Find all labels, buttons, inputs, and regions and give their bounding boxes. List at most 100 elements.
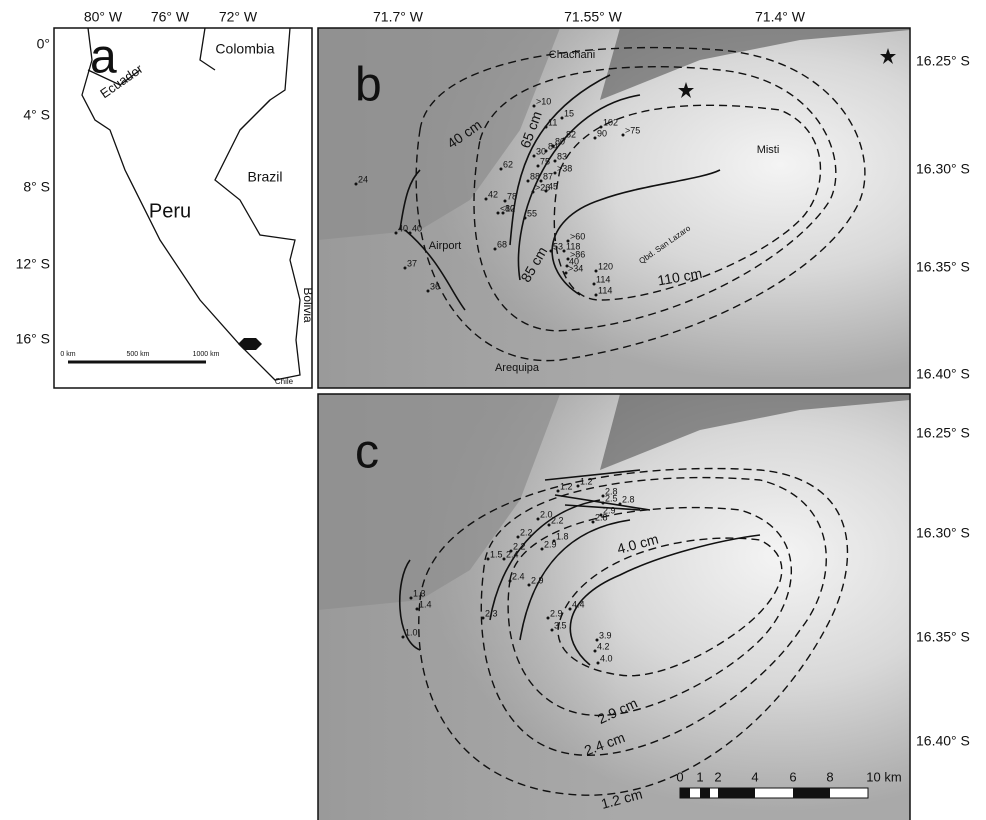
sample-label: 68 — [497, 239, 507, 249]
sample-label: 3.5 — [554, 620, 567, 630]
scale-label: 4 — [751, 769, 758, 784]
lat-label: 16.30° S — [916, 525, 970, 541]
panel-b: b Chachani Misti Airport Arequipa Qbd. S… — [318, 28, 910, 388]
sample-label: 15 — [564, 108, 574, 118]
sample-label: 2.9 — [550, 608, 563, 618]
sample-label: 82 — [566, 129, 576, 139]
lat-label: 16° S — [16, 331, 50, 347]
sample-label: 37 — [407, 258, 417, 268]
place: Chachani — [549, 49, 595, 61]
sample-label: 2.5 — [605, 493, 618, 503]
sample-label: 88 — [530, 171, 540, 181]
scale-label: 6 — [789, 769, 796, 784]
scale-label: 8 — [826, 769, 833, 784]
sample-label: >38 — [557, 163, 572, 173]
place: Misti — [757, 144, 780, 156]
sample-label: 45 — [548, 181, 558, 191]
sample-label: 1.2 — [580, 476, 593, 486]
sample-label: 90 — [597, 128, 607, 138]
lat-label: 12° S — [16, 256, 50, 272]
lon-label: 72° W — [219, 9, 258, 25]
lat-label: 4° S — [23, 107, 50, 123]
country: Bolivia — [301, 287, 315, 323]
sample-label: 1.2 — [560, 481, 573, 491]
sample-label: 2.2 — [551, 515, 564, 525]
scale-label: 0 — [676, 769, 683, 784]
sample-label: 80 — [505, 203, 515, 213]
sample-label: 2.8 — [622, 494, 635, 504]
sample-label: 40 — [398, 223, 408, 233]
lat-label: 16.40° S — [916, 366, 970, 382]
sample-label: 1.5 — [490, 549, 503, 559]
sample-label: 78 — [507, 191, 517, 201]
lon-label: 71.4° W — [755, 9, 806, 25]
sample-label: 2.2 — [520, 527, 533, 537]
sample-label: >34 — [568, 263, 583, 273]
scale-label: 2 — [714, 769, 721, 784]
sample-label: 40 — [412, 223, 422, 233]
sample-label: 84 — [548, 141, 558, 151]
scale-bar — [680, 788, 868, 798]
sample-label: 75 — [540, 156, 550, 166]
sample-label: 1.0 — [405, 627, 418, 637]
sample-label: 62 — [503, 159, 513, 169]
sample-label: 55 — [527, 208, 537, 218]
sample-label: >60 — [570, 231, 585, 241]
sample-label: 4.4 — [572, 599, 585, 609]
sample-label: 2.4 — [506, 549, 519, 559]
country: Peru — [149, 200, 191, 222]
lat-label: 16.25° S — [916, 425, 970, 441]
lat-label: 16.25° S — [916, 53, 970, 69]
sample-label: 1.8 — [556, 531, 569, 541]
scale-label: 500 km — [127, 351, 150, 358]
lon-label: 80° W — [84, 9, 123, 25]
sample-label: 2.9 — [531, 575, 544, 585]
figure: a 80° W 76° W 72° W 0° 4° S 8° S 12° S 1… — [0, 0, 986, 820]
sample-label: 4.2 — [597, 641, 610, 651]
sample-label: 3.9 — [599, 630, 612, 640]
sample-label: 1.3 — [413, 588, 426, 598]
sample-label: 2.3 — [485, 608, 498, 618]
sample-label: 11 — [548, 117, 557, 127]
sample-label: 120 — [598, 261, 613, 271]
panel-letter: b — [355, 59, 382, 112]
sample-label: 36 — [430, 281, 440, 291]
lat-label: 0° — [37, 36, 50, 52]
sample-label: 4.0 — [600, 653, 613, 663]
lat-label: 16.35° S — [916, 629, 970, 645]
lat-label: 16.30° S — [916, 161, 970, 177]
sample-label: 102 — [603, 117, 618, 127]
sample-label: 1.4 — [419, 599, 432, 609]
country: Chile — [275, 377, 294, 386]
lon-label: 71.7° W — [373, 9, 424, 25]
sample-label: 2.9 — [544, 539, 557, 549]
sample-label: >10 — [536, 96, 551, 106]
lat-label: 8° S — [23, 179, 50, 195]
sample-label: >75 — [625, 125, 640, 135]
panel-c: c 4.0 cm 2.9 cm 2.4 cm 1.2 cm 0 1 2 4 6 … — [318, 394, 910, 820]
scale-label: 1 — [696, 769, 703, 784]
panel-letter: c — [355, 426, 379, 479]
panel-letter: a — [90, 31, 117, 84]
sample-label: 42 — [488, 189, 498, 199]
scale-label: 10 km — [866, 769, 901, 784]
sample-label: 87 — [543, 171, 553, 181]
sample-label: 114 — [596, 274, 610, 284]
country: Colombia — [215, 41, 274, 57]
sample-label: 30 — [536, 146, 546, 156]
place: Arequipa — [495, 362, 540, 374]
lat-label: 16.35° S — [916, 259, 970, 275]
lon-label: 76° W — [151, 9, 190, 25]
lat-label: 16.40° S — [916, 733, 970, 749]
scale-label: 0 km — [60, 351, 75, 358]
country: Brazil — [247, 169, 282, 185]
sample-label: 53 — [553, 241, 563, 251]
place: Airport — [429, 240, 461, 252]
sample-label: 2.8 — [595, 512, 608, 522]
scale-label: 1000 km — [193, 351, 220, 358]
sample-label: 114 — [598, 285, 612, 295]
sample-label: 83 — [557, 151, 567, 161]
sample-label: 2.4 — [512, 571, 525, 581]
sample-label: 24 — [358, 174, 368, 184]
lon-label: 71.55° W — [564, 9, 623, 25]
